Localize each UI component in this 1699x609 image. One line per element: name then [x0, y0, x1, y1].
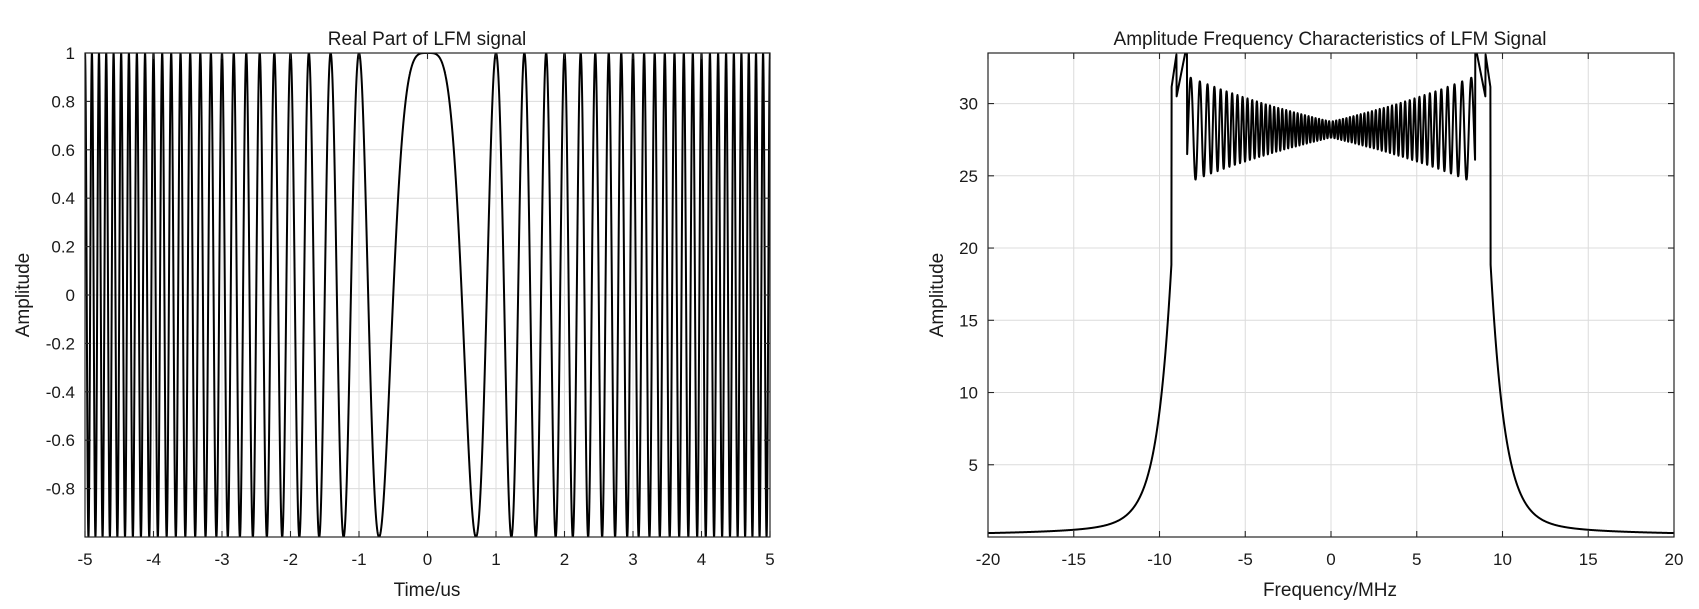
- y-axis-label: Amplitude: [927, 253, 948, 338]
- x-tick-label: -5: [1238, 550, 1253, 569]
- y-tick-label: 10: [959, 384, 978, 403]
- x-axis-ticks: -5 -4 -3 -2 -1 0 1 2 3 4 5: [77, 53, 775, 569]
- grid: [987, 53, 1675, 537]
- x-tick-label: -10: [1147, 550, 1172, 569]
- y-tick-label: -0.6: [46, 431, 75, 450]
- y-tick-label: 0: [66, 286, 75, 305]
- y-tick-label: 0.6: [51, 141, 75, 160]
- x-tick-label: 1: [491, 550, 500, 569]
- y-axis-label: Amplitude: [13, 253, 34, 338]
- y-axis-ticks: 5 10 15 20 25 30: [959, 95, 1674, 475]
- x-tick-label: 0: [423, 550, 432, 569]
- series-line-real-part: [85, 53, 770, 537]
- y-tick-label: 25: [959, 167, 978, 186]
- y-tick-label: 1: [66, 44, 75, 63]
- y-tick-label: 0.4: [51, 189, 75, 208]
- x-tick-label: -4: [146, 550, 161, 569]
- chart-title: Amplitude Frequency Characteristics of L…: [1114, 29, 1547, 50]
- x-tick-label: 10: [1493, 550, 1512, 569]
- x-tick-label: -20: [976, 550, 1001, 569]
- x-tick-label: -5: [77, 550, 92, 569]
- x-axis-label: Frequency/MHz: [1263, 580, 1397, 601]
- x-tick-label: -1: [351, 550, 366, 569]
- y-tick-label: 5: [969, 456, 978, 475]
- x-tick-label: 2: [560, 550, 569, 569]
- x-axis-label: Time/us: [394, 580, 461, 601]
- y-tick-label: -0.2: [46, 334, 75, 353]
- y-tick-label: -0.8: [46, 480, 75, 499]
- chart-real-part: Real Part of LFM signal -5 -4 -3 -2 -1 0 1 2 3 4 5…: [13, 29, 775, 601]
- chart-amplitude-frequency: Amplitude Frequency Characteristics of L…: [927, 29, 1683, 601]
- y-tick-label: 15: [959, 311, 978, 330]
- x-tick-label: -3: [214, 550, 229, 569]
- x-axis-ticks: -20 -15 -10 -5 0 5 10 15 20: [976, 53, 1684, 569]
- x-tick-label: -15: [1061, 550, 1086, 569]
- y-tick-label: -0.4: [46, 383, 75, 402]
- x-tick-label: 0: [1326, 550, 1335, 569]
- x-tick-label: -2: [283, 550, 298, 569]
- x-tick-label: 20: [1665, 550, 1684, 569]
- chart-title: Real Part of LFM signal: [328, 29, 527, 50]
- x-tick-label: 5: [765, 550, 774, 569]
- x-tick-label: 5: [1412, 550, 1421, 569]
- y-tick-label: 30: [959, 95, 978, 114]
- series-line-spectrum: [988, 53, 1674, 535]
- y-tick-label: 0.8: [51, 92, 75, 111]
- y-tick-label: 0.2: [51, 238, 75, 257]
- x-tick-label: 3: [628, 550, 637, 569]
- x-tick-label: 15: [1579, 550, 1598, 569]
- x-tick-label: 4: [697, 550, 706, 569]
- y-tick-label: 20: [959, 239, 978, 258]
- y-axis-ticks: -0.8 -0.6 -0.4 -0.2 0 0.2 0.4 0.6 0.8 1: [46, 44, 770, 499]
